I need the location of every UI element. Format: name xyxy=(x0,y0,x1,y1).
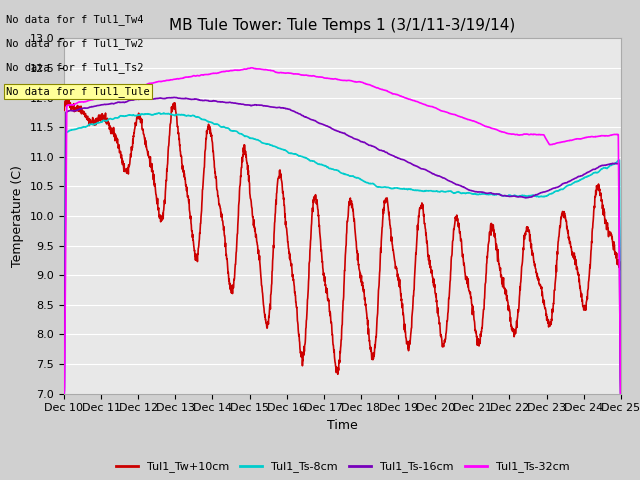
Text: No data for f Tul1_Tw2: No data for f Tul1_Tw2 xyxy=(6,38,144,49)
Title: MB Tule Tower: Tule Temps 1 (3/1/11-3/19/14): MB Tule Tower: Tule Temps 1 (3/1/11-3/19… xyxy=(169,18,516,33)
Text: No data for f Tul1_Tw4: No data for f Tul1_Tw4 xyxy=(6,14,144,25)
Y-axis label: Temperature (C): Temperature (C) xyxy=(11,165,24,267)
Legend: Tul1_Tw+10cm, Tul1_Ts-8cm, Tul1_Ts-16cm, Tul1_Ts-32cm: Tul1_Tw+10cm, Tul1_Ts-8cm, Tul1_Ts-16cm,… xyxy=(111,457,573,477)
Text: No data for f Tul1_Tule: No data for f Tul1_Tule xyxy=(6,86,150,97)
Text: No data for f Tul1_Ts2: No data for f Tul1_Ts2 xyxy=(6,62,144,73)
X-axis label: Time: Time xyxy=(327,419,358,432)
